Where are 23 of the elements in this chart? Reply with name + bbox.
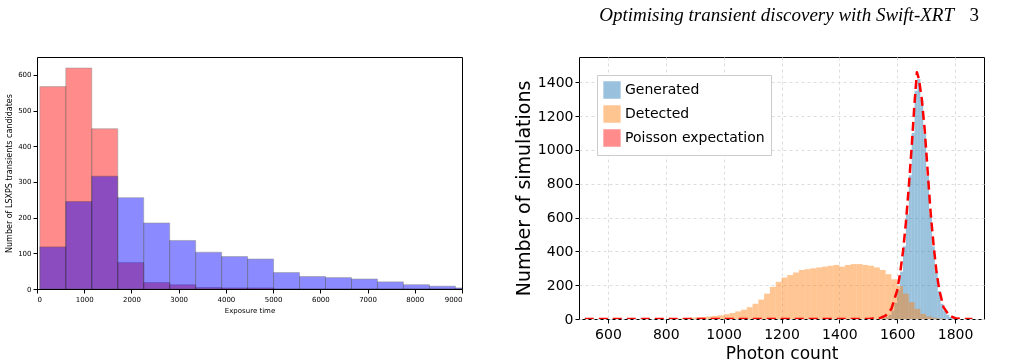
x-tick-label: 1400 (822, 325, 858, 342)
y-tick-label: 400 (546, 242, 574, 259)
x-tick-label: 600 (595, 325, 622, 342)
legend-label: Poisson expectation (625, 129, 765, 145)
y-tick-label: 600 (546, 209, 574, 226)
x-tick-label: 1800 (937, 325, 974, 342)
y-tick-label: 200 (546, 276, 574, 293)
y-tick-label: 800 (546, 175, 574, 192)
legend-label: Detected (625, 105, 690, 121)
legend-label: Generated (625, 81, 700, 97)
x-axis-title: Photon count (725, 342, 839, 361)
y-axis-title: Number of LSXPS transients candidates (5, 94, 15, 253)
y-tick-label: 1200 (537, 107, 574, 124)
x-tick-label: 800 (652, 325, 680, 342)
text: 3 (969, 4, 979, 25)
x-tick-label: 1000 (706, 325, 742, 342)
x-tick-label: 1200 (764, 325, 800, 342)
y-axis-title: Number of simulations (511, 80, 534, 297)
y-tick-label: 1000 (537, 141, 574, 158)
y-tick-label: 1400 (537, 73, 574, 90)
y-tick-label: 0 (564, 310, 574, 327)
x-tick-label: 1600 (879, 325, 916, 342)
text: Optimising transient discovery with Swift-XRT (599, 4, 956, 25)
